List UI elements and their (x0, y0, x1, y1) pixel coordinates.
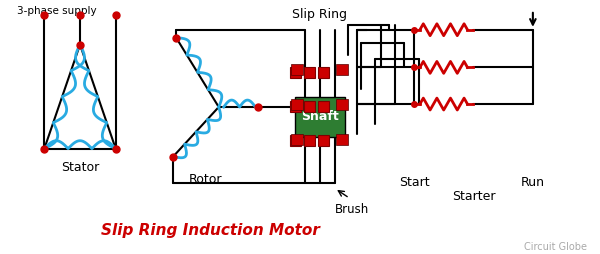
Text: Starter: Starter (452, 190, 495, 203)
Bar (291, 134, 303, 145)
Bar (304, 67, 315, 78)
Bar (335, 65, 347, 75)
Bar (295, 97, 344, 137)
Text: Slip Ring Induction Motor: Slip Ring Induction Motor (101, 223, 320, 238)
Text: 3-phase supply: 3-phase supply (17, 6, 96, 16)
Bar (290, 135, 301, 146)
Text: Slip Ring: Slip Ring (292, 8, 347, 21)
Bar (335, 99, 347, 110)
Text: Stator: Stator (61, 161, 99, 173)
Bar (318, 101, 329, 112)
Text: Rotor: Rotor (189, 173, 223, 186)
Text: Start: Start (398, 176, 429, 189)
Bar (290, 101, 301, 112)
Text: Shaft: Shaft (301, 110, 338, 123)
Text: Circuit Globe: Circuit Globe (524, 242, 587, 252)
Text: Run: Run (521, 176, 545, 189)
Text: Brush: Brush (334, 203, 368, 216)
Bar (318, 67, 329, 78)
Bar (290, 67, 301, 78)
Bar (304, 135, 315, 146)
Bar (291, 99, 303, 110)
Bar (304, 101, 315, 112)
Bar (318, 135, 329, 146)
Bar (291, 65, 303, 75)
Bar (335, 134, 347, 145)
